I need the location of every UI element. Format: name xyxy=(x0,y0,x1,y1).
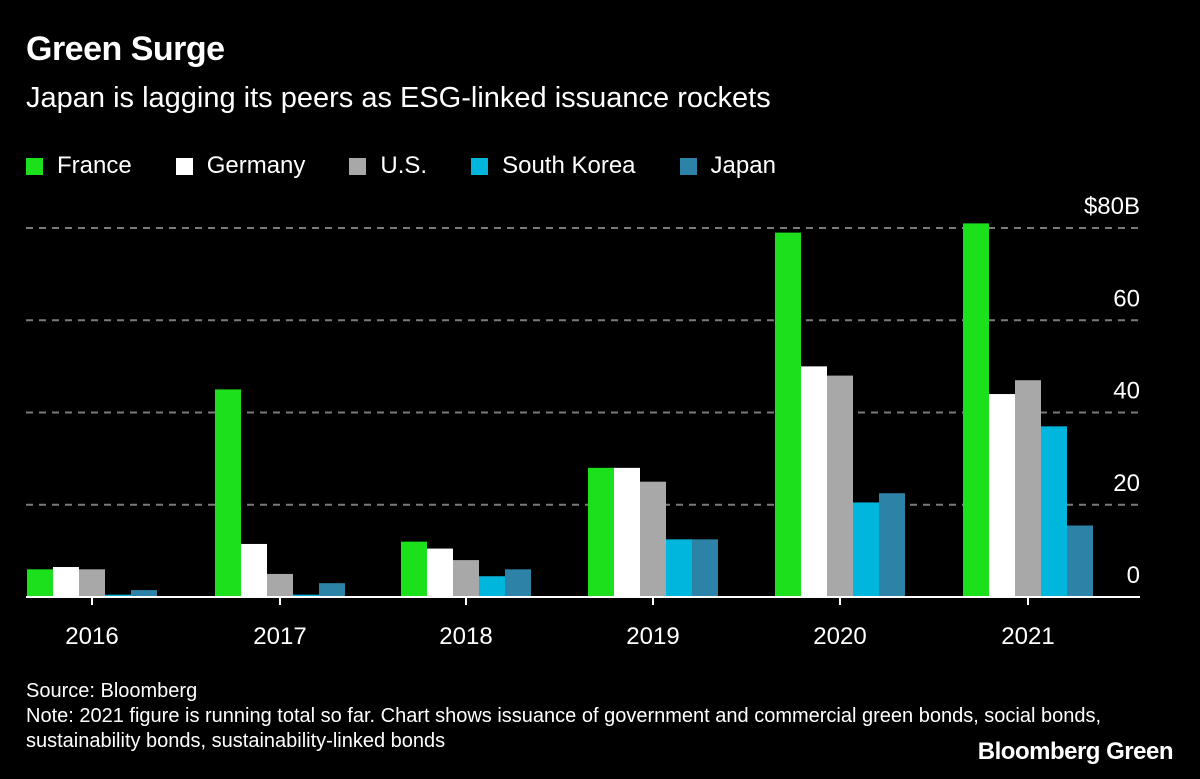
bar-france-2020 xyxy=(775,232,801,598)
bar-japan-2019 xyxy=(692,539,718,597)
bar-u-s--2018 xyxy=(453,560,479,597)
y-tick-label-60: 60 xyxy=(1113,285,1140,312)
bar-group-2017 xyxy=(215,389,345,597)
legend-swatch-japan xyxy=(679,157,697,175)
bar-france-2019 xyxy=(588,467,614,597)
bar-france-2018 xyxy=(401,541,427,597)
x-tick-label-2017: 2017 xyxy=(253,623,306,650)
bar-south-korea-2021 xyxy=(1041,426,1067,597)
legend-item-us: U.S. xyxy=(349,154,427,178)
legend-swatch-south-korea xyxy=(471,157,489,175)
legend-label-germany: Germany xyxy=(206,152,306,179)
legend-item-germany: Germany xyxy=(175,152,306,179)
chart-legend: France Germany U.S. South Korea Japan xyxy=(26,154,820,178)
bar-germany-2019 xyxy=(614,467,640,597)
bar-germany-2020 xyxy=(801,366,827,597)
bar-south-korea-2016 xyxy=(105,594,131,597)
bar-u-s--2019 xyxy=(640,481,666,597)
legend-swatch-germany xyxy=(175,157,193,175)
x-tick-label-2021: 2021 xyxy=(1001,623,1054,650)
bar-chart: 2016 2017 2018 2019 2020 2021 0 20 40 60 $80B xyxy=(26,193,1140,650)
bar-france-2021 xyxy=(963,223,989,597)
bar-japan-2018 xyxy=(505,569,531,597)
bar-groups xyxy=(27,223,1093,598)
legend-label-us: U.S. xyxy=(380,152,428,179)
bar-south-korea-2020 xyxy=(853,502,879,597)
bar-group-2018 xyxy=(401,541,531,597)
bar-germany-2017 xyxy=(241,543,267,597)
legend-item-france: France xyxy=(26,154,132,178)
legend-swatch-france xyxy=(26,157,43,175)
bar-japan-2016 xyxy=(131,590,157,597)
bar-group-2021 xyxy=(963,223,1093,597)
legend-item-japan: Japan xyxy=(679,152,776,179)
bar-south-korea-2019 xyxy=(666,539,692,597)
x-tick-label-2018: 2018 xyxy=(439,623,492,650)
y-tick-label-0: 0 xyxy=(1127,562,1140,589)
x-axis: 2016 2017 2018 2019 2020 2021 xyxy=(26,596,1140,650)
source-text: Source: Bloomberg xyxy=(26,680,198,702)
legend-label-south-korea: South Korea xyxy=(502,152,636,179)
legend-swatch-us xyxy=(349,157,367,175)
y-tick-label-40: 40 xyxy=(1113,378,1140,405)
bar-japan-2020 xyxy=(879,493,905,597)
bar-group-2020 xyxy=(775,232,905,598)
bar-france-2017 xyxy=(215,389,241,597)
note-text: Note: 2021 figure is running total so fa… xyxy=(26,705,1102,752)
bar-germany-2018 xyxy=(427,548,453,597)
x-tick-label-2016: 2016 xyxy=(65,623,118,650)
bar-u-s--2020 xyxy=(827,375,853,597)
y-axis: 0 20 40 60 $80B xyxy=(1084,193,1140,589)
chart-subtitle: Japan is lagging its peers as ESG-linked… xyxy=(26,82,771,114)
bar-france-2016 xyxy=(27,569,53,597)
y-tick-label-80: $80B xyxy=(1084,193,1140,220)
bar-u-s--2016 xyxy=(79,569,105,597)
legend-label-japan: Japan xyxy=(710,152,776,179)
legend-label-france: France xyxy=(57,152,132,179)
bar-germany-2021 xyxy=(989,394,1015,597)
bar-japan-2017 xyxy=(319,583,345,597)
x-tick-label-2019: 2019 xyxy=(626,623,679,650)
bar-u-s--2017 xyxy=(267,573,293,597)
chart-title: Green Surge xyxy=(26,30,225,68)
y-tick-label-20: 20 xyxy=(1113,470,1140,497)
grid-lines xyxy=(26,227,1140,506)
bar-u-s--2021 xyxy=(1015,380,1041,597)
bar-group-2019 xyxy=(588,467,718,597)
bar-germany-2016 xyxy=(53,567,79,597)
bar-south-korea-2018 xyxy=(479,576,505,597)
bar-japan-2021 xyxy=(1067,525,1093,597)
chart-footer: Source: Bloomberg Note: 2021 figure is r… xyxy=(26,679,1176,754)
legend-item-south-korea: South Korea xyxy=(471,152,636,179)
x-tick-label-2020: 2020 xyxy=(813,623,866,650)
bar-south-korea-2017 xyxy=(293,594,319,597)
bar-group-2016 xyxy=(27,567,157,597)
brand-logo: Bloomberg Green xyxy=(977,738,1174,765)
